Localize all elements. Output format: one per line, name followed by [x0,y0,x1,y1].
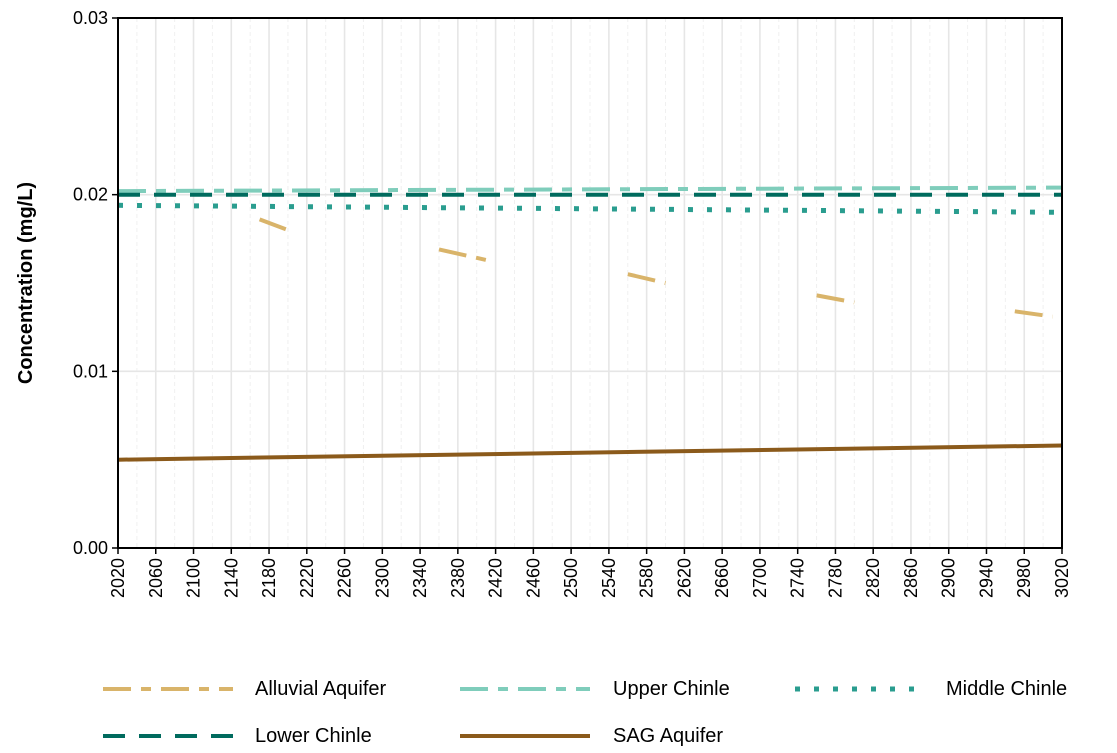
x-tick-label: 2780 [825,558,845,598]
x-tick-label: 2820 [863,558,883,598]
series-line-alluvial-aquifer [627,272,666,285]
plot-series [117,185,1063,462]
y-axis: 0.00 0.01 0.02 0.03 [73,8,118,558]
x-tick-label: 2060 [146,558,166,598]
series-line-alluvial-aquifer [258,217,289,232]
x-tick-label: 2860 [901,558,921,598]
x-tick-label: 2020 [108,558,128,598]
legend-label-middle-chinle: Middle Chinle [946,678,1067,700]
x-tick-label: 2940 [976,558,996,598]
x-tick-label: 2740 [788,558,808,598]
y-tick-label: 0.02 [73,185,108,205]
plot-frame [117,17,1063,549]
x-tick-label: 2660 [712,558,732,598]
grid [117,17,1063,549]
x-tick-label: 2300 [372,558,392,598]
x-tick-label: 2460 [523,558,543,598]
y-tick-label: 0.01 [73,361,108,381]
y-tick-label: 0.03 [73,8,108,28]
x-tick-label: 2620 [674,558,694,598]
x-axis: 2020 2060 2100 2140 2180 2220 2260 2300 2340 2380… [108,548,1072,598]
series-line-upper-chinle [117,185,1063,194]
legend-label-sag-aquifer: SAG Aquifer [613,725,723,747]
x-tick-label: 2220 [297,558,317,598]
x-tick-label: 2140 [221,558,241,598]
x-tick-label: 2700 [750,558,770,598]
y-axis-title: Concentration (mg/L) [15,182,37,384]
series-line-alluvial-aquifer [1014,309,1053,319]
x-tick-label: 3020 [1052,558,1072,598]
x-tick-label: 2500 [561,558,581,598]
x-tick-label: 2380 [448,558,468,598]
y-tick-label: 0.00 [73,538,108,558]
x-tick-label: 2540 [599,558,619,598]
x-tick-label: 2340 [410,558,430,598]
series-line-sag-aquifer [117,443,1063,462]
x-tick-label: 2260 [335,558,355,598]
x-tick-label: 2580 [637,558,657,598]
x-tick-label: 2980 [1014,558,1034,598]
x-tick-label: 2100 [184,558,204,598]
legend-label-upper-chinle: Upper Chinle [613,678,730,700]
series-line-alluvial-aquifer [816,293,855,305]
legend-label-alluvial-aquifer: Alluvial Aquifer [255,678,387,700]
x-tick-label: 2180 [259,558,279,598]
legend: Alluvial Aquifer Upper Chinle Middle Chinl… [103,678,1067,747]
x-tick-label: 2900 [939,558,959,598]
x-tick-label: 2420 [486,558,506,598]
legend-label-lower-chinle: Lower Chinle [255,725,372,747]
series-line-alluvial-aquifer [438,247,487,262]
